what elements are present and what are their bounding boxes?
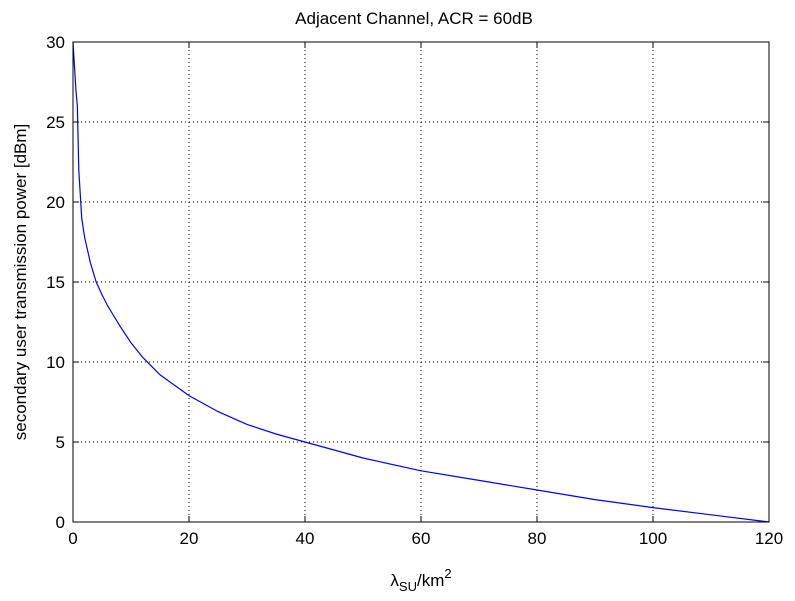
x-tick-label: 20 [180, 529, 199, 548]
axis-ticks [72, 41, 770, 523]
y-tick-label: 10 [46, 353, 65, 372]
x-tick-label: 120 [755, 529, 783, 548]
y-tick-labels: 0 5 10 15 20 25 30 [46, 33, 65, 532]
series-line [72, 41, 770, 523]
x-tick-label: 40 [296, 529, 315, 548]
y-tick-label: 15 [46, 273, 65, 292]
series-line-group [72, 41, 770, 523]
grid-lines [73, 42, 769, 522]
x-axis-label-sub: SU [399, 579, 417, 594]
x-tick-label: 100 [639, 529, 667, 548]
y-axis-label: secondary user transmission power [dBm] [11, 124, 30, 441]
x-tick-label: 80 [528, 529, 547, 548]
y-tick-label: 0 [56, 513, 65, 532]
y-tick-label: 25 [46, 113, 65, 132]
x-tick-labels: 0 20 40 60 80 100 120 [68, 529, 783, 548]
x-axis-label-base: λ [390, 571, 399, 590]
y-tick-label: 5 [56, 433, 65, 452]
x-tick-label: 0 [68, 529, 77, 548]
y-tick-label: 30 [46, 33, 65, 52]
x-axis-label-sup: 2 [444, 566, 451, 581]
y-tick-label: 20 [46, 193, 65, 212]
x-axis-label-suffix: /km [417, 571, 444, 590]
x-tick-label: 60 [412, 529, 431, 548]
x-axis-label: λSU/km2 [390, 566, 451, 594]
chart-title: Adjacent Channel, ACR = 60dB [295, 9, 533, 28]
